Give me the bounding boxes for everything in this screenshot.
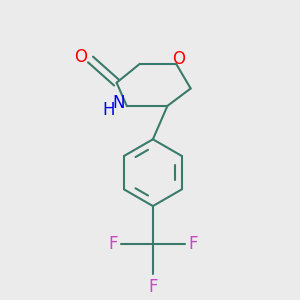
Text: F: F bbox=[148, 278, 158, 296]
Text: H: H bbox=[103, 101, 115, 119]
Text: O: O bbox=[75, 48, 88, 66]
Text: N: N bbox=[112, 94, 124, 112]
Text: O: O bbox=[172, 50, 185, 68]
Text: F: F bbox=[188, 235, 198, 253]
Text: F: F bbox=[108, 235, 118, 253]
